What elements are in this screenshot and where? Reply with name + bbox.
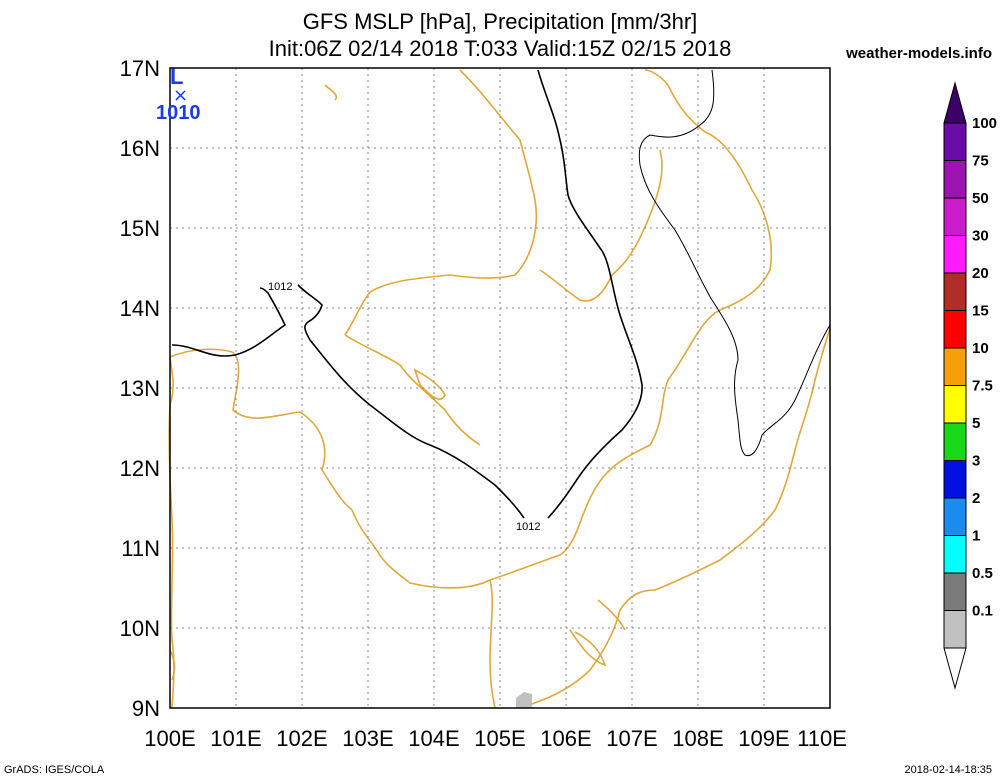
colorbar-swatch xyxy=(943,535,967,574)
chart-title-line2: Init:06Z 02/14 2018 T:033 Valid:15Z 02/1… xyxy=(268,36,732,61)
lat-label: 17N xyxy=(120,56,160,81)
isobars xyxy=(171,69,643,519)
lon-label: 104E xyxy=(408,726,459,751)
colorbar-label: 0.5 xyxy=(972,565,993,582)
colorbar-swatch xyxy=(943,197,967,236)
lat-label: 16N xyxy=(120,136,160,161)
isobar-label-west: 1012 xyxy=(268,281,292,293)
colorbar-label: 3 xyxy=(972,453,980,470)
coastlines xyxy=(168,69,831,709)
colorbar-swatch xyxy=(943,347,967,386)
lon-label: 108E xyxy=(672,726,723,751)
low-marker-icon: × xyxy=(173,85,188,106)
footer-credit: GrADS: IGES/COLA xyxy=(4,764,105,776)
precip-area xyxy=(516,692,532,708)
lat-axis: 17N 16N 15N 14N 13N 12N 11N 10N 9N xyxy=(120,56,160,721)
colorbar-swatch xyxy=(943,385,967,424)
colorbar-label: 10 xyxy=(972,340,989,357)
colorbar-top-arrow xyxy=(943,81,967,124)
colorbar-swatch xyxy=(943,497,967,536)
lon-label: 105E xyxy=(474,726,525,751)
colorbar-swatch xyxy=(943,422,967,461)
lon-label: 101E xyxy=(210,726,261,751)
lat-label: 9N xyxy=(132,696,160,721)
colorbar-label: 1 xyxy=(972,528,980,545)
lat-label: 12N xyxy=(120,456,160,481)
colorbar-label: 0.1 xyxy=(972,603,993,620)
low-value: 1010 xyxy=(156,102,201,124)
colorbar-label: 5 xyxy=(972,415,980,432)
colorbar-swatch xyxy=(943,310,967,349)
colorbar-label: 20 xyxy=(972,265,989,282)
colorbar-swatch xyxy=(943,572,967,611)
lon-label: 100E xyxy=(144,726,195,751)
map-frame xyxy=(169,67,831,709)
lon-label: 110E xyxy=(797,726,847,751)
lat-label: 10N xyxy=(120,616,160,641)
colorbar-swatch xyxy=(943,235,967,274)
chart-title-line1: GFS MSLP [hPa], Precipitation [mm/3hr] xyxy=(302,9,698,34)
lon-label: 107E xyxy=(606,726,657,751)
colorbar-label: 2 xyxy=(972,490,980,507)
site-label: weather-models.info xyxy=(846,45,992,62)
colorbar-label: 50 xyxy=(972,190,989,207)
isobar-label-east: 1012 xyxy=(516,521,540,533)
colorbar-swatch xyxy=(943,460,967,499)
lat-label: 11N xyxy=(121,536,160,561)
colorbar-label: 30 xyxy=(972,228,989,245)
isobars-thin xyxy=(638,69,831,457)
colorbar-label: 7.5 xyxy=(972,378,993,395)
lat-label: 13N xyxy=(120,376,160,401)
colorbar-label: 75 xyxy=(972,153,989,170)
lat-label: 14N xyxy=(120,296,160,321)
lon-label: 106E xyxy=(540,726,591,751)
footer-timestamp: 2018-02-14-18:35 xyxy=(904,764,992,776)
lat-label: 15N xyxy=(120,216,160,241)
colorbar-swatch xyxy=(943,160,967,199)
low-symbol: L xyxy=(170,64,183,89)
lon-axis: 100E 101E 102E 103E 104E 105E 106E 107E … xyxy=(144,726,847,751)
lon-label: 103E xyxy=(342,726,393,751)
lon-label: 102E xyxy=(276,726,327,751)
colorbar-label: 15 xyxy=(972,303,989,320)
lon-label: 109E xyxy=(738,726,789,751)
colorbar-swatch xyxy=(943,272,967,311)
colorbar-bottom-arrow xyxy=(943,647,967,690)
precip-colorbar: 100 75 50 30 20 15 10 7.5 5 3 2 1 0.5 0.1 xyxy=(943,81,997,690)
grid-lines xyxy=(170,68,830,708)
colorbar-swatch xyxy=(943,122,967,161)
colorbar-swatch xyxy=(943,610,967,649)
colorbar-label: 100 xyxy=(972,115,997,132)
